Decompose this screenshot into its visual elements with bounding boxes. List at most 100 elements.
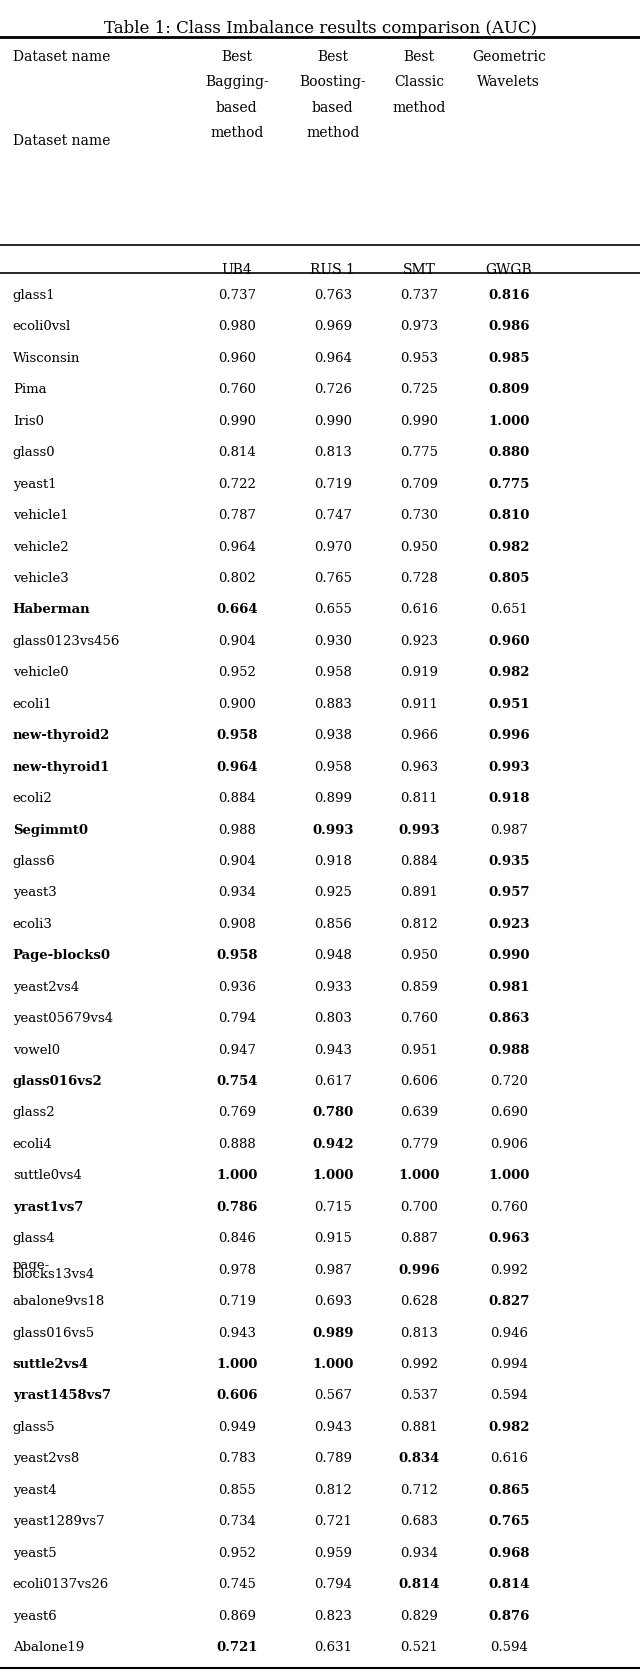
Text: 0.726: 0.726 — [314, 384, 352, 397]
Text: 0.981: 0.981 — [488, 982, 529, 993]
Text: Wavelets: Wavelets — [477, 75, 540, 89]
Text: 0.719: 0.719 — [314, 477, 352, 491]
Text: 1.000: 1.000 — [399, 1169, 440, 1183]
Text: 0.923: 0.923 — [400, 635, 438, 648]
Text: Best: Best — [317, 50, 348, 64]
Text: 0.814: 0.814 — [399, 1578, 440, 1591]
Text: 0.988: 0.988 — [218, 824, 256, 836]
Text: 0.765: 0.765 — [314, 571, 352, 585]
Text: 0.809: 0.809 — [488, 384, 529, 397]
Text: 0.919: 0.919 — [400, 667, 438, 680]
Text: 0.958: 0.958 — [216, 729, 257, 742]
Text: 0.915: 0.915 — [314, 1233, 352, 1245]
Text: 0.655: 0.655 — [314, 603, 352, 616]
Text: 0.990: 0.990 — [218, 415, 256, 427]
Text: 0.952: 0.952 — [218, 667, 256, 680]
Text: 0.765: 0.765 — [488, 1516, 529, 1528]
Text: 0.537: 0.537 — [400, 1390, 438, 1402]
Text: 0.664: 0.664 — [216, 603, 258, 616]
Text: 0.980: 0.980 — [218, 320, 256, 333]
Text: 0.616: 0.616 — [490, 1452, 528, 1466]
Text: 0.594: 0.594 — [490, 1390, 528, 1402]
Text: 0.985: 0.985 — [488, 352, 529, 365]
Text: 0.950: 0.950 — [400, 541, 438, 553]
Text: 0.754: 0.754 — [216, 1075, 257, 1089]
Text: 0.934: 0.934 — [218, 886, 256, 899]
Text: 0.918: 0.918 — [488, 792, 529, 806]
Text: yeast2vs8: yeast2vs8 — [13, 1452, 79, 1466]
Text: ecoli3: ecoli3 — [13, 918, 52, 931]
Text: RUS 1: RUS 1 — [310, 263, 355, 276]
Text: 0.930: 0.930 — [314, 635, 352, 648]
Text: 0.639: 0.639 — [400, 1107, 438, 1119]
Text: 0.993: 0.993 — [312, 824, 353, 836]
Text: vehicle2: vehicle2 — [13, 541, 68, 553]
Text: 0.814: 0.814 — [218, 446, 255, 459]
Text: 0.789: 0.789 — [314, 1452, 352, 1466]
Text: based: based — [216, 100, 258, 114]
Text: 0.952: 0.952 — [218, 1546, 256, 1559]
Text: 0.880: 0.880 — [488, 446, 529, 459]
Text: 0.951: 0.951 — [400, 1044, 438, 1057]
Text: 0.859: 0.859 — [400, 982, 438, 993]
Text: 0.986: 0.986 — [488, 320, 529, 333]
Text: glass5: glass5 — [13, 1420, 56, 1434]
Text: 0.728: 0.728 — [400, 571, 438, 585]
Text: 0.787: 0.787 — [218, 509, 256, 523]
Text: 0.989: 0.989 — [312, 1327, 353, 1340]
Text: 0.794: 0.794 — [218, 1012, 256, 1025]
Text: 0.616: 0.616 — [400, 603, 438, 616]
Text: Pima: Pima — [13, 384, 47, 397]
Text: 0.949: 0.949 — [218, 1420, 256, 1434]
Text: glass0123vs456: glass0123vs456 — [13, 635, 120, 648]
Text: 0.823: 0.823 — [314, 1610, 352, 1623]
Text: glass4: glass4 — [13, 1233, 56, 1245]
Text: 0.978: 0.978 — [218, 1263, 256, 1276]
Text: 0.683: 0.683 — [400, 1516, 438, 1528]
Text: 0.812: 0.812 — [314, 1484, 351, 1497]
Text: 0.606: 0.606 — [400, 1075, 438, 1089]
Text: 0.760: 0.760 — [218, 384, 256, 397]
Text: 0.943: 0.943 — [218, 1327, 256, 1340]
Text: 0.951: 0.951 — [488, 698, 530, 710]
Text: 0.805: 0.805 — [488, 571, 529, 585]
Text: 0.829: 0.829 — [400, 1610, 438, 1623]
Text: 0.763: 0.763 — [314, 290, 352, 302]
Text: 0.950: 0.950 — [400, 950, 438, 961]
Text: Dataset name: Dataset name — [13, 50, 110, 64]
Text: 0.737: 0.737 — [400, 290, 438, 302]
Text: glass0: glass0 — [13, 446, 56, 459]
Text: 0.775: 0.775 — [400, 446, 438, 459]
Text: Abalone19: Abalone19 — [13, 1642, 84, 1653]
Text: 1.000: 1.000 — [312, 1169, 353, 1183]
Text: 0.888: 0.888 — [218, 1137, 255, 1151]
Text: vehicle0: vehicle0 — [13, 667, 68, 680]
Text: 0.720: 0.720 — [490, 1075, 528, 1089]
Text: 0.567: 0.567 — [314, 1390, 352, 1402]
Text: Best: Best — [221, 50, 252, 64]
Text: 0.869: 0.869 — [218, 1610, 256, 1623]
Text: 0.693: 0.693 — [314, 1295, 352, 1308]
Text: 0.987: 0.987 — [314, 1263, 352, 1276]
Text: Table 1: Class Imbalance results comparison (AUC): Table 1: Class Imbalance results compari… — [104, 20, 536, 37]
Text: 0.631: 0.631 — [314, 1642, 352, 1653]
Text: new-thyroid2: new-thyroid2 — [13, 729, 110, 742]
Text: 0.813: 0.813 — [400, 1327, 438, 1340]
Text: 0.745: 0.745 — [218, 1578, 256, 1591]
Text: page-: page- — [13, 1260, 50, 1271]
Text: UB4: UB4 — [221, 263, 252, 276]
Text: 0.721: 0.721 — [216, 1642, 257, 1653]
Text: vehicle3: vehicle3 — [13, 571, 68, 585]
Text: Haberman: Haberman — [13, 603, 90, 616]
Text: Bagging-: Bagging- — [205, 75, 269, 89]
Text: 0.794: 0.794 — [314, 1578, 352, 1591]
Text: 0.715: 0.715 — [314, 1201, 352, 1214]
Text: 0.700: 0.700 — [400, 1201, 438, 1214]
Text: 0.908: 0.908 — [218, 918, 256, 931]
Text: 0.734: 0.734 — [218, 1516, 256, 1528]
Text: yeast6: yeast6 — [13, 1610, 56, 1623]
Text: 0.899: 0.899 — [314, 792, 352, 806]
Text: yeast3: yeast3 — [13, 886, 56, 899]
Text: 0.992: 0.992 — [400, 1358, 438, 1372]
Text: 0.651: 0.651 — [490, 603, 528, 616]
